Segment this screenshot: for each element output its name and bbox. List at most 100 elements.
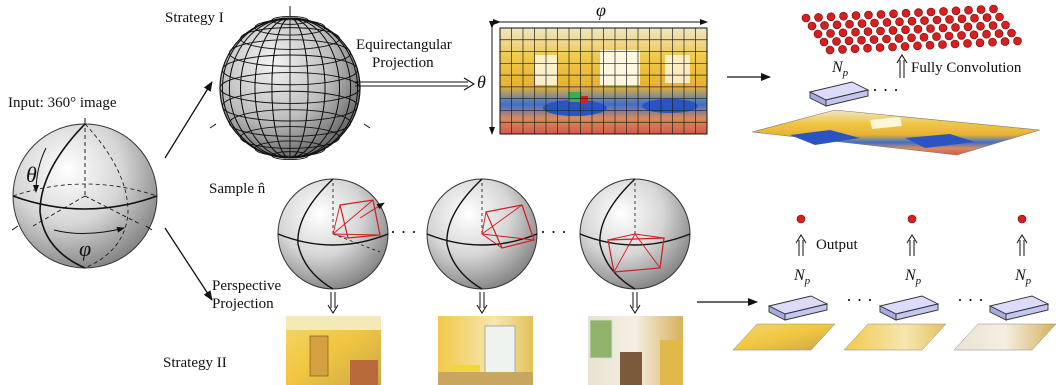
output-node: [888, 42, 897, 52]
output-node: [869, 35, 879, 44]
np-label-out-2: Np: [904, 267, 922, 287]
output-node: [819, 37, 829, 47]
persp-image-1: [286, 316, 381, 385]
output-node: [825, 45, 835, 55]
output-node: [944, 31, 954, 41]
theta-label: θ: [26, 162, 37, 187]
output-node: [932, 32, 941, 41]
output-node: [857, 35, 866, 45]
strategy2-outputs: [732, 214, 1057, 351]
parallel-line: [221, 54, 359, 86]
output-node: [994, 29, 1004, 38]
output-node: [976, 21, 985, 31]
output-node: [832, 20, 842, 30]
output-label: Output: [816, 237, 859, 253]
parallel-line: [254, 19, 326, 36]
output-node: [894, 34, 904, 43]
output-node: [926, 7, 936, 17]
output-node: [1001, 20, 1010, 30]
sample-sphere-1: [277, 178, 389, 290]
arrow-to-strategy2: [164, 227, 213, 301]
fullconv-uparrow: [896, 53, 908, 78]
dots-spheres-2: · · ·: [540, 222, 567, 242]
output-node: [970, 13, 979, 23]
np-box-front: [784, 303, 828, 321]
output-node: [925, 40, 935, 50]
output-node: [882, 18, 892, 27]
dots-strategy1: · · ·: [872, 80, 899, 100]
output-node: [882, 34, 891, 44]
fullconv-pano-input: [751, 109, 1041, 156]
up-arrow-head: [795, 234, 807, 244]
output-node: [807, 21, 817, 31]
strategy1-label: Strategy I: [165, 10, 224, 26]
output-node: [939, 7, 948, 16]
output-node: [901, 25, 910, 35]
output-node: [864, 10, 873, 20]
output-node: [875, 43, 885, 52]
output-node: [957, 31, 966, 40]
output-node: [863, 43, 872, 53]
output-node: [951, 6, 961, 16]
parallel-line: [228, 109, 352, 137]
persp-label-1: Perspective: [212, 278, 281, 294]
output-node: [851, 11, 861, 20]
output-node: [826, 29, 835, 38]
dots-outputs-2: · · ·: [957, 290, 984, 310]
output-node: [838, 28, 848, 38]
dots-spheres-1: · · ·: [390, 222, 417, 242]
output-node: [870, 18, 879, 28]
fullconv-output-grid: [801, 4, 1022, 55]
output-node: [801, 13, 811, 23]
np-label-strategy1: Np: [831, 59, 849, 79]
output-node: [975, 38, 985, 48]
np-box-strategy1: [808, 81, 870, 107]
parallel-line: [240, 27, 340, 50]
output-node: [876, 10, 886, 19]
patch-image: [953, 323, 1057, 351]
output-node: [913, 24, 923, 34]
persp-image-2: [438, 316, 533, 385]
output-node: [951, 23, 960, 32]
output-node: [820, 21, 829, 30]
down-arrows: [327, 292, 641, 314]
output-node: [1017, 214, 1027, 224]
up-arrow-head: [1016, 234, 1028, 244]
equirect-label-1: Equirectangular: [356, 37, 452, 53]
output-node: [1000, 37, 1010, 46]
np-box-front: [895, 303, 939, 321]
persp-label-2: Projection: [212, 296, 274, 312]
output-node: [1013, 36, 1022, 46]
output-node: [901, 8, 911, 18]
parallel-line: [254, 140, 326, 157]
equirect-image: [499, 27, 708, 135]
output-node: [932, 15, 942, 25]
np-label-out-3: Np: [1014, 267, 1032, 287]
fullconv-label: Fully Convolution: [911, 60, 1022, 76]
output-node: [888, 26, 898, 35]
sample-sphere-2: [426, 178, 538, 290]
output-node: [907, 33, 916, 43]
output-node: [796, 214, 806, 224]
phi-label: φ: [79, 236, 91, 261]
wireframe-sphere: [209, 6, 371, 161]
output-node: [963, 39, 972, 48]
output-node: [889, 9, 898, 19]
patch-output-column: [732, 214, 836, 351]
sample-label: Sample n̂: [209, 181, 266, 197]
np-box-front: [1005, 303, 1049, 321]
output-node: [838, 45, 847, 54]
meridian-line: [221, 17, 359, 159]
output-node: [982, 13, 992, 22]
output-node: [900, 42, 910, 51]
arrow-to-strategy1: [164, 81, 213, 159]
output-node: [857, 19, 867, 28]
output-node: [850, 44, 860, 54]
output-node: [969, 30, 979, 40]
output-node: [963, 22, 973, 32]
output-node: [982, 29, 991, 39]
output-node: [845, 19, 854, 29]
strategy2-label: Strategy II: [163, 355, 227, 371]
persp-image-3: [588, 316, 683, 385]
